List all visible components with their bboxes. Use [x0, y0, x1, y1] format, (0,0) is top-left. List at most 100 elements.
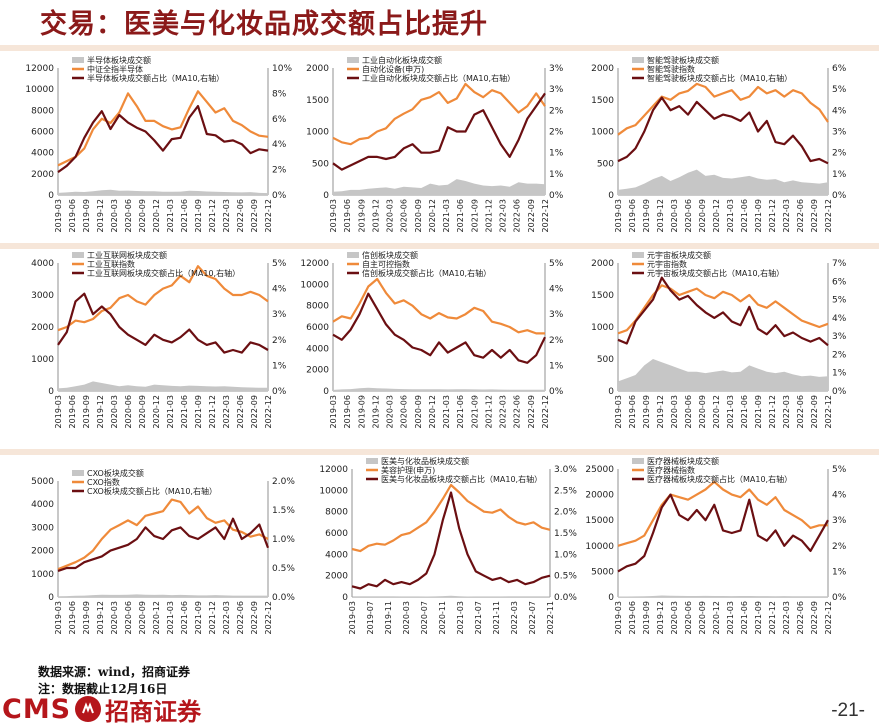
x-tick-label: 2020-03 — [386, 395, 395, 428]
x-tick-label: 2021-09 — [470, 199, 479, 232]
x-tick-label: 2021-12 — [208, 199, 217, 232]
y-right-tick-label: 5% — [549, 259, 564, 269]
x-tick-label: 2020-06 — [124, 199, 133, 232]
chart-panel-6: 0 500 1000 1500 2000 0% 1% 2% 3% 4% 5% 6% 7% 2019-03 2… — [591, 250, 847, 428]
x-tick-label: 2021-06 — [740, 601, 749, 634]
y-right-tick-label: 1% — [832, 567, 847, 577]
x-tick-label: 2021-06 — [180, 601, 189, 634]
series-area-1 — [333, 179, 545, 195]
x-tick-label: 2021-06 — [180, 395, 189, 428]
y-left-tick-label: 0 — [342, 593, 348, 603]
y-left-tick-label: 2000 — [306, 366, 329, 376]
series-line-3 — [332, 292, 546, 364]
x-tick-label: 2022-06 — [513, 199, 522, 232]
x-tick-label: 2020-12 — [428, 395, 437, 428]
x-tick-label: 2021-03 — [726, 395, 735, 428]
x-tick-label: 2019-06 — [628, 395, 637, 428]
x-tick-label: 2019-03 — [348, 601, 357, 634]
y-right-tick-label: 8% — [272, 89, 287, 99]
legend-swatch — [632, 252, 644, 258]
series-line-3 — [617, 493, 829, 573]
x-tick-label: 2020-12 — [712, 601, 721, 634]
chart-panel-4: 0 1000 2000 3000 4000 0% 1% 2% 3% 4% 5% 2019-03 2019… — [31, 250, 287, 428]
x-tick-label: 2020-09 — [138, 199, 147, 232]
x-tick-label: 2022-03 — [499, 199, 508, 232]
y-left-tick-label: 1000 — [31, 355, 54, 365]
y-left-tick-label: 1000 — [306, 128, 329, 138]
x-tick-label: 2019-12 — [656, 601, 665, 634]
x-tick-label: 2019-11 — [384, 601, 393, 634]
x-tick-label: 2019-09 — [82, 395, 91, 428]
y-right-tick-label: 2% — [832, 350, 847, 360]
y-left-tick-label: 500 — [597, 159, 614, 169]
series-line-2 — [617, 284, 829, 335]
legend-label: 智能驾驶板块成交额 — [647, 55, 719, 65]
x-tick-label: 2022-06 — [236, 395, 245, 428]
x-tick-label: 2021-12 — [208, 601, 217, 634]
x-tick-label: 2021-12 — [768, 601, 777, 634]
x-tick-label: 2020-07 — [420, 601, 429, 634]
x-tick-label: 2021-09 — [754, 199, 763, 232]
x-tick-label: 2020-03 — [670, 199, 679, 232]
legend-swatch — [72, 470, 84, 476]
x-tick-label: 2022-09 — [810, 199, 819, 232]
y-right-tick-label: 0% — [272, 191, 287, 201]
y-left-tick-label: 500 — [597, 355, 614, 365]
x-tick-label: 2022-12 — [824, 199, 833, 232]
y-left-tick-label: 500 — [312, 159, 329, 169]
y-right-tick-label: 4% — [272, 285, 287, 295]
y-right-tick-label: 7% — [832, 259, 847, 269]
y-right-tick-label: 10% — [272, 64, 292, 74]
y-right-tick-label: 3% — [549, 85, 564, 95]
legend-label: 工业互联网板块成交额占比（MA10,右轴） — [87, 268, 240, 278]
x-tick-label: 2022-12 — [824, 601, 833, 634]
x-tick-label: 2020-09 — [414, 395, 423, 428]
x-tick-label: 2021-06 — [456, 199, 465, 232]
y-left-tick-label: 1000 — [31, 570, 54, 580]
series-line-2 — [57, 90, 269, 167]
y-left-tick-label: 2000 — [31, 170, 54, 180]
y-left-tick-label: 12000 — [25, 64, 54, 74]
y-left-tick-label: 4000 — [31, 149, 54, 159]
x-tick-label: 2022-09 — [810, 395, 819, 428]
y-right-tick-label: 3% — [549, 64, 564, 74]
x-tick-label: 2021-03 — [456, 601, 465, 634]
y-right-tick-label: 2% — [549, 106, 564, 116]
y-right-tick-label: 6% — [272, 115, 287, 125]
legend-label: 元宇宙指数 — [647, 259, 687, 269]
y-right-tick-label: 1.5% — [554, 529, 577, 539]
y-left-tick-label: 2000 — [325, 572, 348, 582]
legend-label: 美容护理(申万) — [381, 465, 435, 475]
series-line-3 — [332, 92, 546, 171]
y-right-tick-label: 5% — [832, 296, 847, 306]
x-tick-label: 2020-11 — [438, 601, 447, 634]
chart-panel-1: 0 2000 4000 6000 8000 10000 12000 0% 2% 4% 6% 8% 10%… — [25, 55, 292, 232]
x-tick-label: 2019-03 — [329, 395, 338, 428]
x-tick-label: 2022-09 — [250, 395, 259, 428]
row-divider — [0, 243, 879, 249]
x-tick-label: 2019-12 — [371, 199, 380, 232]
y-right-tick-label: 6% — [832, 64, 847, 74]
x-tick-label: 2019-06 — [628, 601, 637, 634]
x-tick-label: 2021-07 — [474, 601, 483, 634]
x-tick-label: 2021-11 — [492, 601, 501, 634]
x-tick-label: 2020-03 — [402, 601, 411, 634]
x-tick-label: 2022-11 — [546, 601, 555, 634]
y-left-tick-label: 10000 — [25, 85, 54, 95]
legend-label: 元宇宙板块成交额 — [647, 250, 711, 260]
series-area-1 — [618, 169, 828, 195]
footnotes: 数据来源：wind，招商证券 注：数据截止12月16日 — [38, 664, 190, 698]
legend-label: CXO板块成交额 — [87, 468, 144, 478]
x-tick-label: 2019-03 — [329, 199, 338, 232]
x-tick-label: 2022-12 — [824, 395, 833, 428]
y-right-tick-label: 4% — [272, 140, 287, 150]
y-left-tick-label: 12000 — [300, 259, 329, 269]
x-tick-label: 2019-12 — [656, 199, 665, 232]
x-tick-label: 2022-09 — [250, 601, 259, 634]
x-tick-label: 2019-12 — [371, 395, 380, 428]
x-tick-label: 2021-03 — [726, 601, 735, 634]
x-tick-label: 2022-09 — [250, 199, 259, 232]
y-left-tick-label: 4000 — [306, 344, 329, 354]
y-left-tick-label: 0 — [608, 387, 614, 397]
x-tick-label: 2021-03 — [166, 601, 175, 634]
